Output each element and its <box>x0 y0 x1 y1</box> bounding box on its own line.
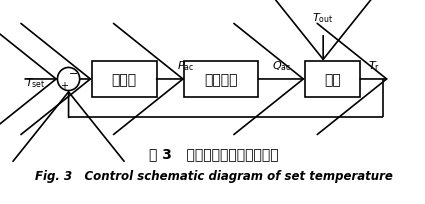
Bar <box>305 61 360 98</box>
Text: +: + <box>60 80 68 90</box>
Text: 制冷系统: 制冷系统 <box>204 73 238 86</box>
Text: −: − <box>68 69 78 79</box>
Text: $Q_{\mathrm{ac}}$: $Q_{\mathrm{ac}}$ <box>272 59 292 73</box>
Bar <box>184 61 258 98</box>
Bar <box>92 61 156 98</box>
Text: $T_{\mathrm{r}}$: $T_{\mathrm{r}}$ <box>368 59 380 73</box>
Text: 图 3   调节设定温度控制原理图: 图 3 调节设定温度控制原理图 <box>149 146 279 160</box>
Text: 控制器: 控制器 <box>111 73 137 86</box>
Text: Fig. 3   Control schematic diagram of set temperature: Fig. 3 Control schematic diagram of set … <box>35 169 393 182</box>
Text: 建筑: 建筑 <box>324 73 341 86</box>
Text: $P_{\mathrm{ac}}$: $P_{\mathrm{ac}}$ <box>177 59 194 73</box>
Text: $T_{\mathrm{out}}$: $T_{\mathrm{out}}$ <box>312 11 334 25</box>
Text: $T_{\mathrm{set}}$: $T_{\mathrm{set}}$ <box>25 76 45 89</box>
